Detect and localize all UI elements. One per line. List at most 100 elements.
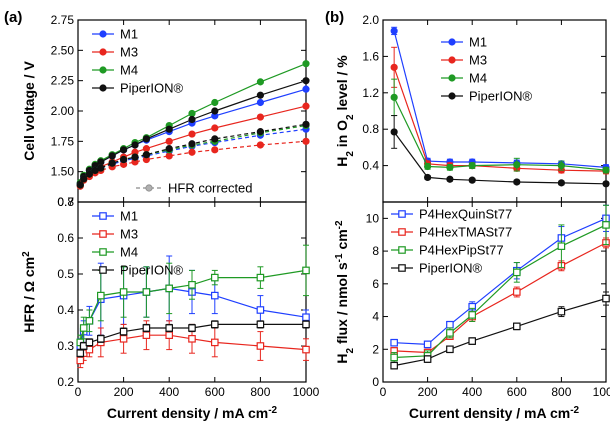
data-point (390, 361, 398, 370)
data-point (188, 115, 196, 124)
annotation-label: HFR corrected (168, 181, 253, 196)
y-tick-label: 0.6 (57, 231, 74, 245)
data-point (165, 331, 174, 340)
legend-label: M3 (469, 53, 487, 68)
data-point (602, 166, 610, 174)
data-point (188, 335, 196, 343)
y-tick-label: 0.2 (57, 375, 74, 389)
data-point (602, 221, 610, 229)
data-point (142, 288, 151, 296)
legend-marker (99, 84, 107, 92)
data-point (188, 130, 196, 138)
data-point (468, 337, 477, 345)
data-point (188, 324, 196, 332)
legend-label: PiperION® (120, 263, 183, 278)
legend-marker (99, 30, 107, 38)
legend-marker (99, 230, 107, 238)
data-point (80, 175, 88, 183)
y-tick-label: 0.8 (362, 122, 379, 136)
data-point (120, 146, 128, 154)
data-point (211, 291, 219, 300)
x-tick-label: 0 (380, 385, 387, 399)
data-point (119, 327, 128, 336)
data-point (142, 331, 151, 340)
y-tick-label: 0.4 (57, 303, 74, 317)
legend-marker (448, 74, 456, 82)
data-point (96, 291, 105, 300)
x-axis-label-b: Current density / mA cm-2 (409, 405, 580, 422)
data-point (165, 125, 173, 133)
data-point (557, 179, 566, 187)
data-point (79, 324, 88, 332)
chart-h2-in-o2: 0.4 0.8 1.2 1.6 2.0 M1 M3 M4 PiperION® (362, 13, 610, 203)
data-point (188, 140, 196, 148)
x-tick-label: 200 (418, 385, 438, 399)
data-point (468, 162, 476, 170)
data-point (423, 355, 432, 363)
y-tick-label: 1.50 (51, 165, 75, 179)
y-tick-label: 0.7 (57, 195, 74, 209)
y-tick-label: 2.75 (51, 13, 75, 27)
data-point (142, 151, 150, 159)
data-point (256, 273, 265, 282)
data-point (557, 242, 566, 250)
legend-label: P4HexTMASt77 (419, 225, 512, 240)
data-point (211, 338, 219, 347)
data-point (302, 77, 310, 85)
legend-marker (99, 266, 107, 274)
legend-marker (398, 210, 406, 218)
y-tick-label: 1.6 (362, 49, 379, 63)
legend-label: M1 (469, 35, 487, 50)
data-point (557, 162, 566, 170)
data-point (302, 137, 310, 145)
annotation-marker (145, 184, 153, 192)
legend-label: M3 (120, 227, 138, 242)
legend-marker (448, 38, 456, 46)
x-tick-label: 800 (551, 385, 571, 399)
y-tick-label: 2.50 (51, 43, 75, 57)
data-point (302, 120, 310, 128)
data-point (256, 91, 264, 99)
data-point (211, 146, 219, 154)
data-point (119, 288, 128, 296)
legend-label: M4 (120, 63, 138, 78)
y-tick-label: 6 (372, 277, 379, 291)
data-point (423, 162, 432, 171)
data-point (423, 173, 432, 182)
data-point (131, 153, 139, 161)
data-point (76, 181, 84, 189)
legend-label: PiperION® (469, 89, 532, 104)
x-tick-label: 800 (250, 385, 270, 399)
data-point (390, 93, 398, 101)
data-point (211, 124, 219, 132)
data-point (390, 63, 398, 71)
data-point (142, 324, 151, 332)
y-axis-label-voltage: Cell voltage / V (21, 61, 37, 161)
legend-marker (398, 246, 406, 254)
legend-label: PiperION® (120, 81, 183, 96)
data-point (512, 322, 521, 331)
legend-marker (448, 92, 456, 100)
data-point (302, 313, 310, 322)
x-tick-label: 0 (75, 385, 82, 399)
chart-hfr: 0 200 400 600 800 1000 0.2 0.3 0.4 0.5 0.6 0.7 M1 M3 M… (57, 195, 319, 399)
data-point (188, 281, 196, 289)
data-point (165, 145, 173, 153)
data-point (256, 342, 265, 350)
data-point (446, 175, 454, 183)
data-point (256, 78, 264, 86)
data-point (468, 176, 476, 184)
legend-label: M3 (120, 45, 138, 60)
y-tick-label: 0.4 (362, 159, 379, 173)
y-tick-label: 4 (372, 310, 379, 324)
x-tick-label: 200 (114, 385, 134, 399)
y-tick-label: 2 (372, 342, 379, 356)
data-point (188, 109, 196, 118)
data-point (96, 335, 105, 343)
data-point (256, 320, 265, 329)
plot-frame (382, 19, 607, 203)
y-tick-label: 10 (366, 211, 380, 225)
data-point (256, 128, 264, 136)
data-point (256, 306, 265, 314)
